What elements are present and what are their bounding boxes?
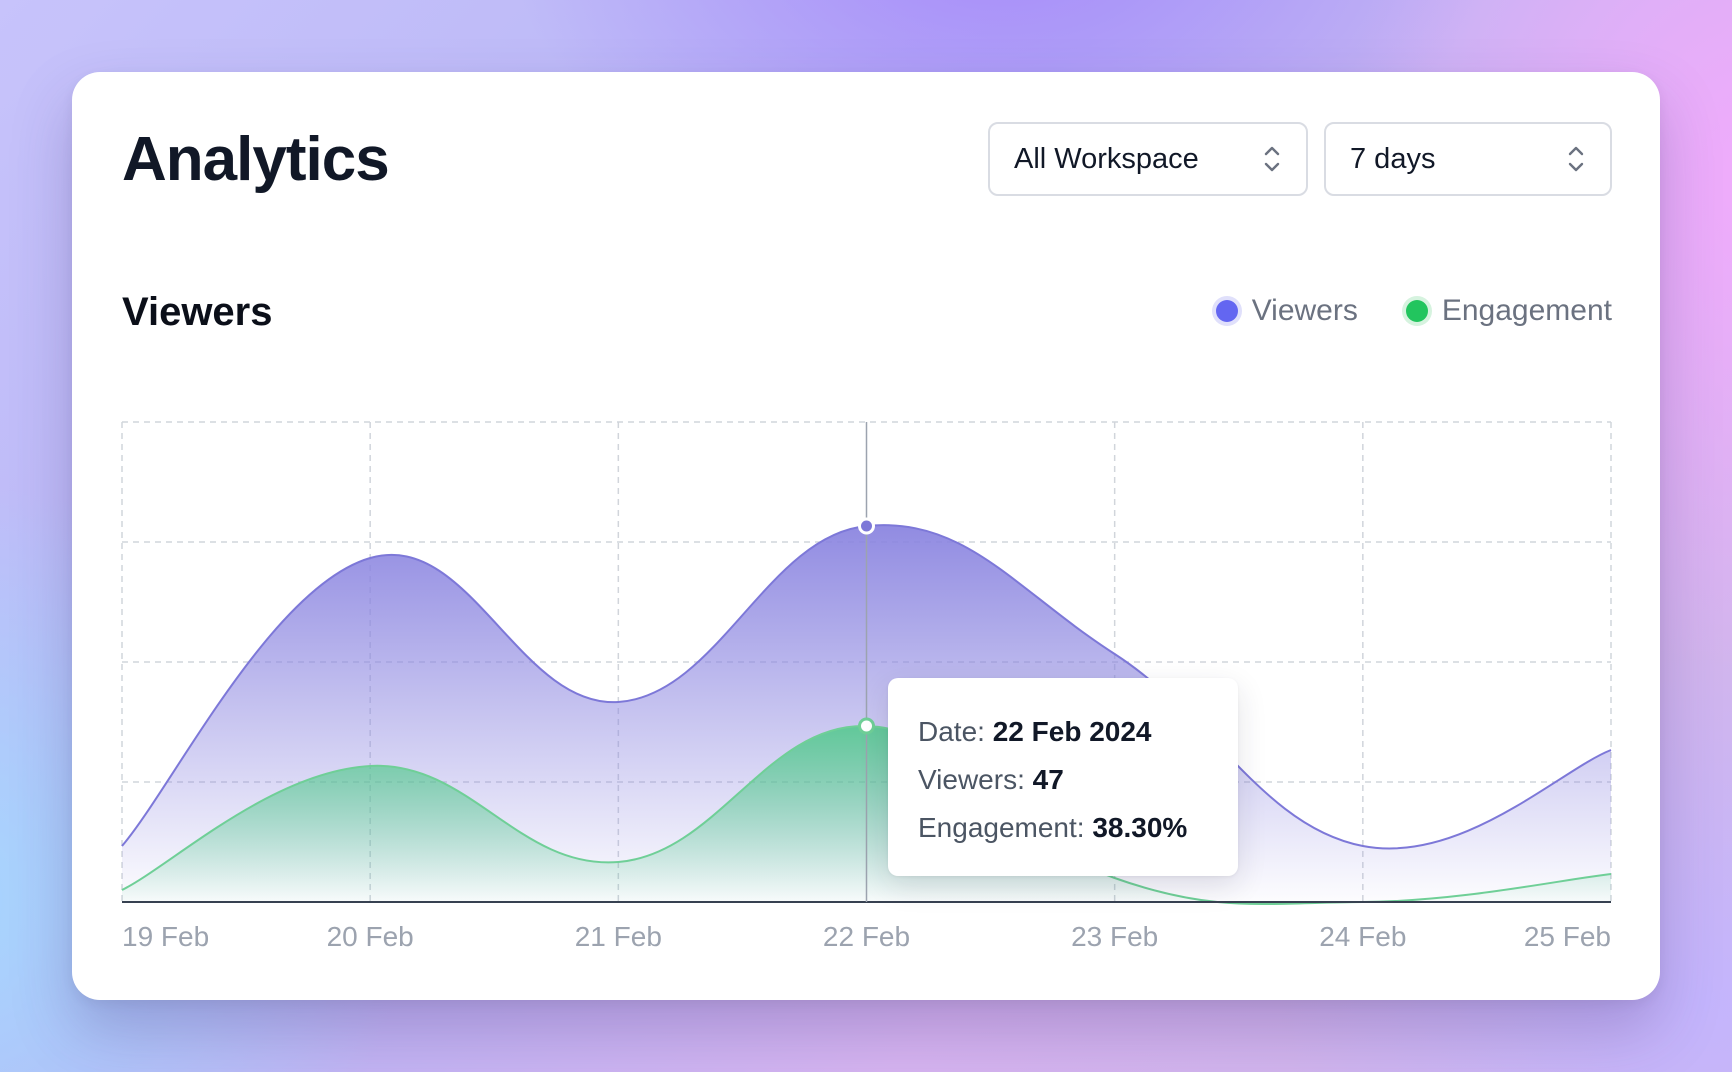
chevron-up-down-icon	[1568, 146, 1584, 172]
legend-item-viewers[interactable]: Viewers	[1215, 294, 1358, 328]
tooltip-engagement-value: 38.30%	[1092, 812, 1188, 843]
analytics-card: Analytics All Workspace 7 days Viewers V…	[72, 72, 1660, 1000]
tooltip-viewers-label: Viewers:	[918, 764, 1025, 795]
hover-point-engagement	[858, 717, 875, 735]
x-tick-label: 24 Feb	[1319, 921, 1406, 952]
legend-item-engagement[interactable]: Engagement	[1405, 294, 1612, 328]
area-line-viewers	[121, 524, 1612, 850]
tooltip-viewers-value: 47	[1032, 764, 1064, 795]
legend-label-viewers: Viewers	[1251, 294, 1358, 327]
hover-point-viewers	[858, 517, 875, 535]
date-range-select-value: 7 days	[1350, 142, 1436, 175]
x-tick-label: 23 Feb	[1071, 921, 1158, 952]
chevron-up-down-icon	[1264, 146, 1280, 172]
chart-axis: 19 Feb 20 Feb 21 Feb 22 Feb 23 Feb 24 Feb 25 F…	[122, 901, 1611, 952]
section-title: Viewers	[122, 290, 273, 334]
x-tick-label: 20 Feb	[327, 921, 414, 952]
legend-dot-engagement	[1405, 300, 1428, 322]
x-tick-label: 19 Feb	[122, 921, 209, 952]
tooltip-engagement-label: Engagement:	[918, 812, 1085, 843]
viewers-area-chart[interactable]: 19 Feb 20 Feb 21 Feb 22 Feb 23 Feb 24 Feb 25 F…	[72, 72, 1660, 1000]
workspace-select[interactable]: All Workspace	[988, 122, 1308, 196]
legend-label-engagement: Engagement	[1441, 294, 1612, 327]
chart-legend: Viewers Engagement	[1215, 294, 1612, 328]
tooltip-date-value: 22 Feb 2024	[992, 716, 1152, 747]
tooltip-row-viewers: Viewers: 47	[918, 756, 1208, 804]
chart-tooltip: Date: 22 Feb 2024 Viewers: 47 Engagement…	[888, 678, 1238, 876]
x-tick-label: 25 Feb	[1524, 921, 1611, 952]
tooltip-row-date: Date: 22 Feb 2024	[918, 708, 1208, 756]
legend-dot-viewers	[1215, 300, 1238, 322]
chart-markers	[858, 422, 875, 902]
x-tick-label: 21 Feb	[575, 921, 662, 952]
tooltip-row-engagement: Engagement: 38.30%	[918, 804, 1208, 852]
tooltip-date-label: Date:	[918, 716, 985, 747]
date-range-select[interactable]: 7 days	[1324, 122, 1612, 196]
page-title: Analytics	[122, 125, 390, 194]
x-tick-label: 22 Feb	[823, 921, 910, 952]
workspace-select-value: All Workspace	[1014, 142, 1199, 175]
